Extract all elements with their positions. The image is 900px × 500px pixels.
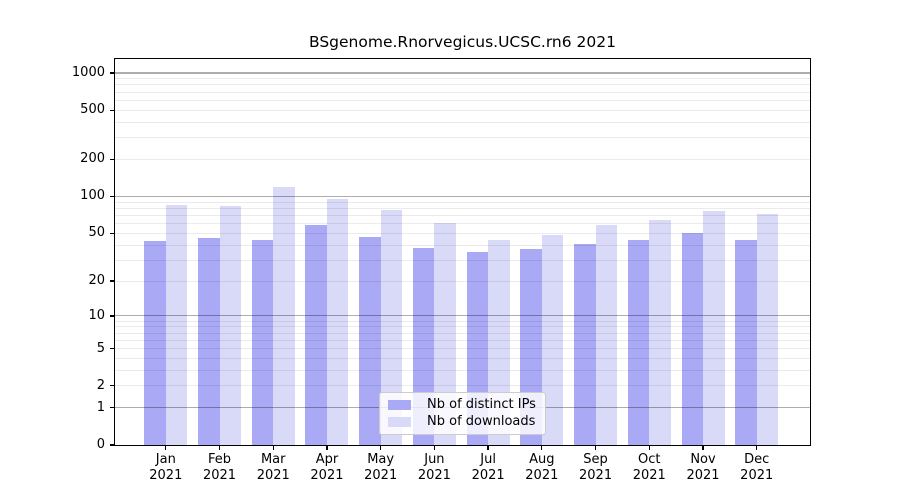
y-tick-label: 1 (96, 399, 105, 415)
y-tick-mark (110, 232, 115, 234)
x-tick-label-nov: Nov 2021 (686, 452, 720, 483)
x-tick-mark (272, 445, 274, 450)
bar-downloads-mar (273, 186, 295, 445)
y-tick-label: 1000 (71, 64, 105, 80)
x-tick-label-feb: Feb 2021 (202, 452, 237, 483)
bar-distinct-ips-nov (681, 233, 703, 445)
x-tick-label-jul: Jul 2021 (471, 452, 505, 483)
x-tick-mark (648, 445, 650, 450)
x-tick-mark (165, 445, 167, 450)
y-tick-mark (110, 347, 115, 350)
x-tick-mark (433, 445, 436, 450)
x-tick-mark (218, 445, 221, 450)
legend: Nb of distinct IPs Nb of downloads (379, 392, 546, 435)
y-tick-label: 10 (88, 307, 105, 323)
legend-label-downloads: Nb of downloads (427, 413, 536, 429)
x-tick-label-apr: Apr 2021 (310, 452, 344, 483)
bar-downloads-aug (541, 235, 564, 445)
y-tick-mark (110, 195, 115, 198)
bar-distinct-ips-jan (144, 241, 166, 445)
chart-title: BSgenome.Rnorvegicus.UCSC.rn6 2021 (308, 33, 616, 51)
legend-item-downloads: Nb of downloads (388, 414, 537, 431)
bar-downloads-feb (219, 206, 242, 445)
x-tick-label-oct: Oct 2021 (632, 452, 666, 483)
bar-downloads-dec (756, 213, 779, 445)
x-tick-label-sep: Sep 2021 (579, 452, 613, 483)
y-tick-mark (110, 280, 115, 282)
legend-item-distinct-ips: Nb of distinct IPs (388, 397, 537, 414)
bar-distinct-ips-feb (198, 237, 220, 445)
x-tick-label-dec: Dec 2021 (740, 452, 774, 483)
x-tick-mark (594, 445, 597, 450)
bar-downloads-nov (703, 211, 725, 445)
bar-downloads-apr (326, 198, 349, 445)
legend-label-distinct-ips: Nb of distinct IPs (427, 397, 536, 413)
bar-distinct-ips-oct (627, 240, 650, 445)
y-tick-mark (110, 444, 115, 446)
legend-swatch-downloads (388, 416, 411, 427)
y-tick-mark (110, 109, 115, 111)
bars-layer (115, 59, 810, 445)
y-tick-mark (110, 315, 115, 317)
bar-distinct-ips-sep (574, 243, 596, 445)
y-tick-label: 2 (96, 377, 105, 393)
x-tick-mark (541, 445, 543, 450)
bar-distinct-ips-mar (251, 240, 274, 445)
bar-distinct-ips-apr (305, 224, 327, 445)
bar-downloads-jun (434, 222, 456, 445)
bar-distinct-ips-dec (735, 240, 757, 445)
y-tick-label: 200 (80, 151, 105, 167)
x-tick-mark (380, 445, 382, 450)
bar-downloads-may (380, 210, 403, 445)
x-tick-label-jun: Jun 2021 (417, 452, 451, 483)
y-tick-label: 500 (80, 102, 105, 118)
x-tick-mark (756, 445, 758, 450)
x-tick-mark (487, 445, 489, 450)
y-tick-mark (110, 407, 115, 409)
bar-downloads-sep (595, 225, 618, 445)
x-tick-label-aug: Aug 2021 (525, 452, 559, 483)
x-tick-label-may: May 2021 (364, 452, 398, 483)
y-tick-label: 5 (96, 340, 105, 356)
y-tick-label: 20 (88, 273, 105, 289)
y-tick-label: 0 (96, 437, 105, 452)
y-tick-mark (110, 72, 115, 74)
y-tick-mark (110, 158, 115, 161)
y-tick-label: 100 (80, 188, 105, 204)
y-tick-mark (110, 385, 115, 387)
bar-distinct-ips-may (359, 236, 381, 445)
x-tick-label-jan: Jan 2021 (149, 452, 183, 483)
x-tick-label-mar: Mar 2021 (256, 452, 290, 483)
bar-downloads-oct (649, 220, 671, 445)
x-tick-mark (702, 445, 704, 450)
legend-swatch-distinct-ips (388, 400, 411, 411)
bar-downloads-jan (165, 205, 188, 445)
x-tick-mark (326, 445, 328, 450)
plot-area (115, 59, 810, 445)
y-tick-label: 50 (88, 225, 105, 241)
